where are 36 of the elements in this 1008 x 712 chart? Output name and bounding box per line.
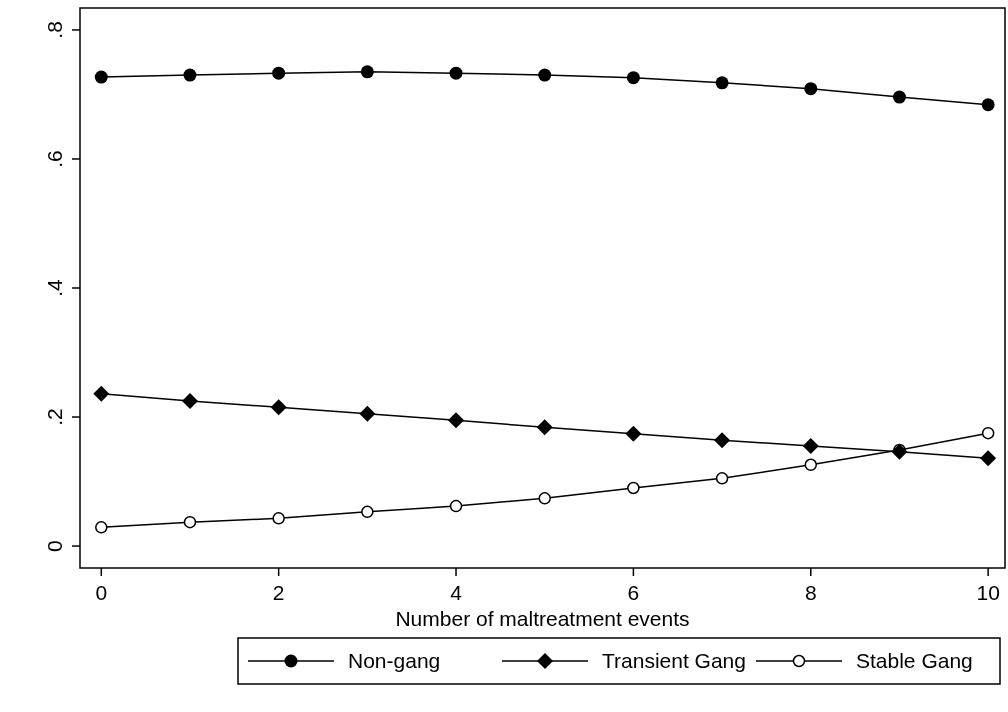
point: [536, 419, 553, 436]
legend-label: Stable Gang: [856, 649, 973, 672]
point: [183, 68, 197, 82]
point: [981, 98, 995, 112]
y-tick-label: .8: [43, 21, 66, 39]
y-tick-label: .2: [43, 408, 66, 426]
point: [802, 438, 819, 455]
legend-label: Transient Gang: [602, 649, 746, 672]
x-tick-label: 4: [450, 581, 463, 604]
point: [360, 65, 374, 79]
legend-label: Non-gang: [348, 649, 441, 672]
y-tick-label: .4: [43, 278, 66, 297]
y-tick-label: .6: [43, 150, 66, 168]
point: [625, 425, 642, 442]
point: [892, 90, 906, 104]
y-tick-label: 0: [43, 540, 66, 552]
x-tick-label: 6: [627, 581, 640, 604]
x-tick-label: 2: [272, 581, 285, 604]
point: [714, 432, 731, 449]
x-tick-label: 0: [95, 581, 108, 604]
point: [181, 392, 198, 409]
point: [448, 412, 465, 429]
point: [94, 70, 108, 84]
point: [359, 405, 376, 422]
point: [980, 450, 997, 467]
point: [626, 71, 640, 85]
x-axis-title: Number of maltreatment events: [395, 607, 690, 630]
point: [538, 68, 552, 82]
point: [715, 76, 729, 90]
point: [272, 66, 286, 80]
x-tick-label: 8: [804, 581, 817, 604]
point: [804, 82, 818, 96]
x-tick-label: 10: [976, 581, 1000, 604]
point: [93, 385, 110, 402]
point: [449, 66, 463, 80]
point: [270, 399, 287, 416]
